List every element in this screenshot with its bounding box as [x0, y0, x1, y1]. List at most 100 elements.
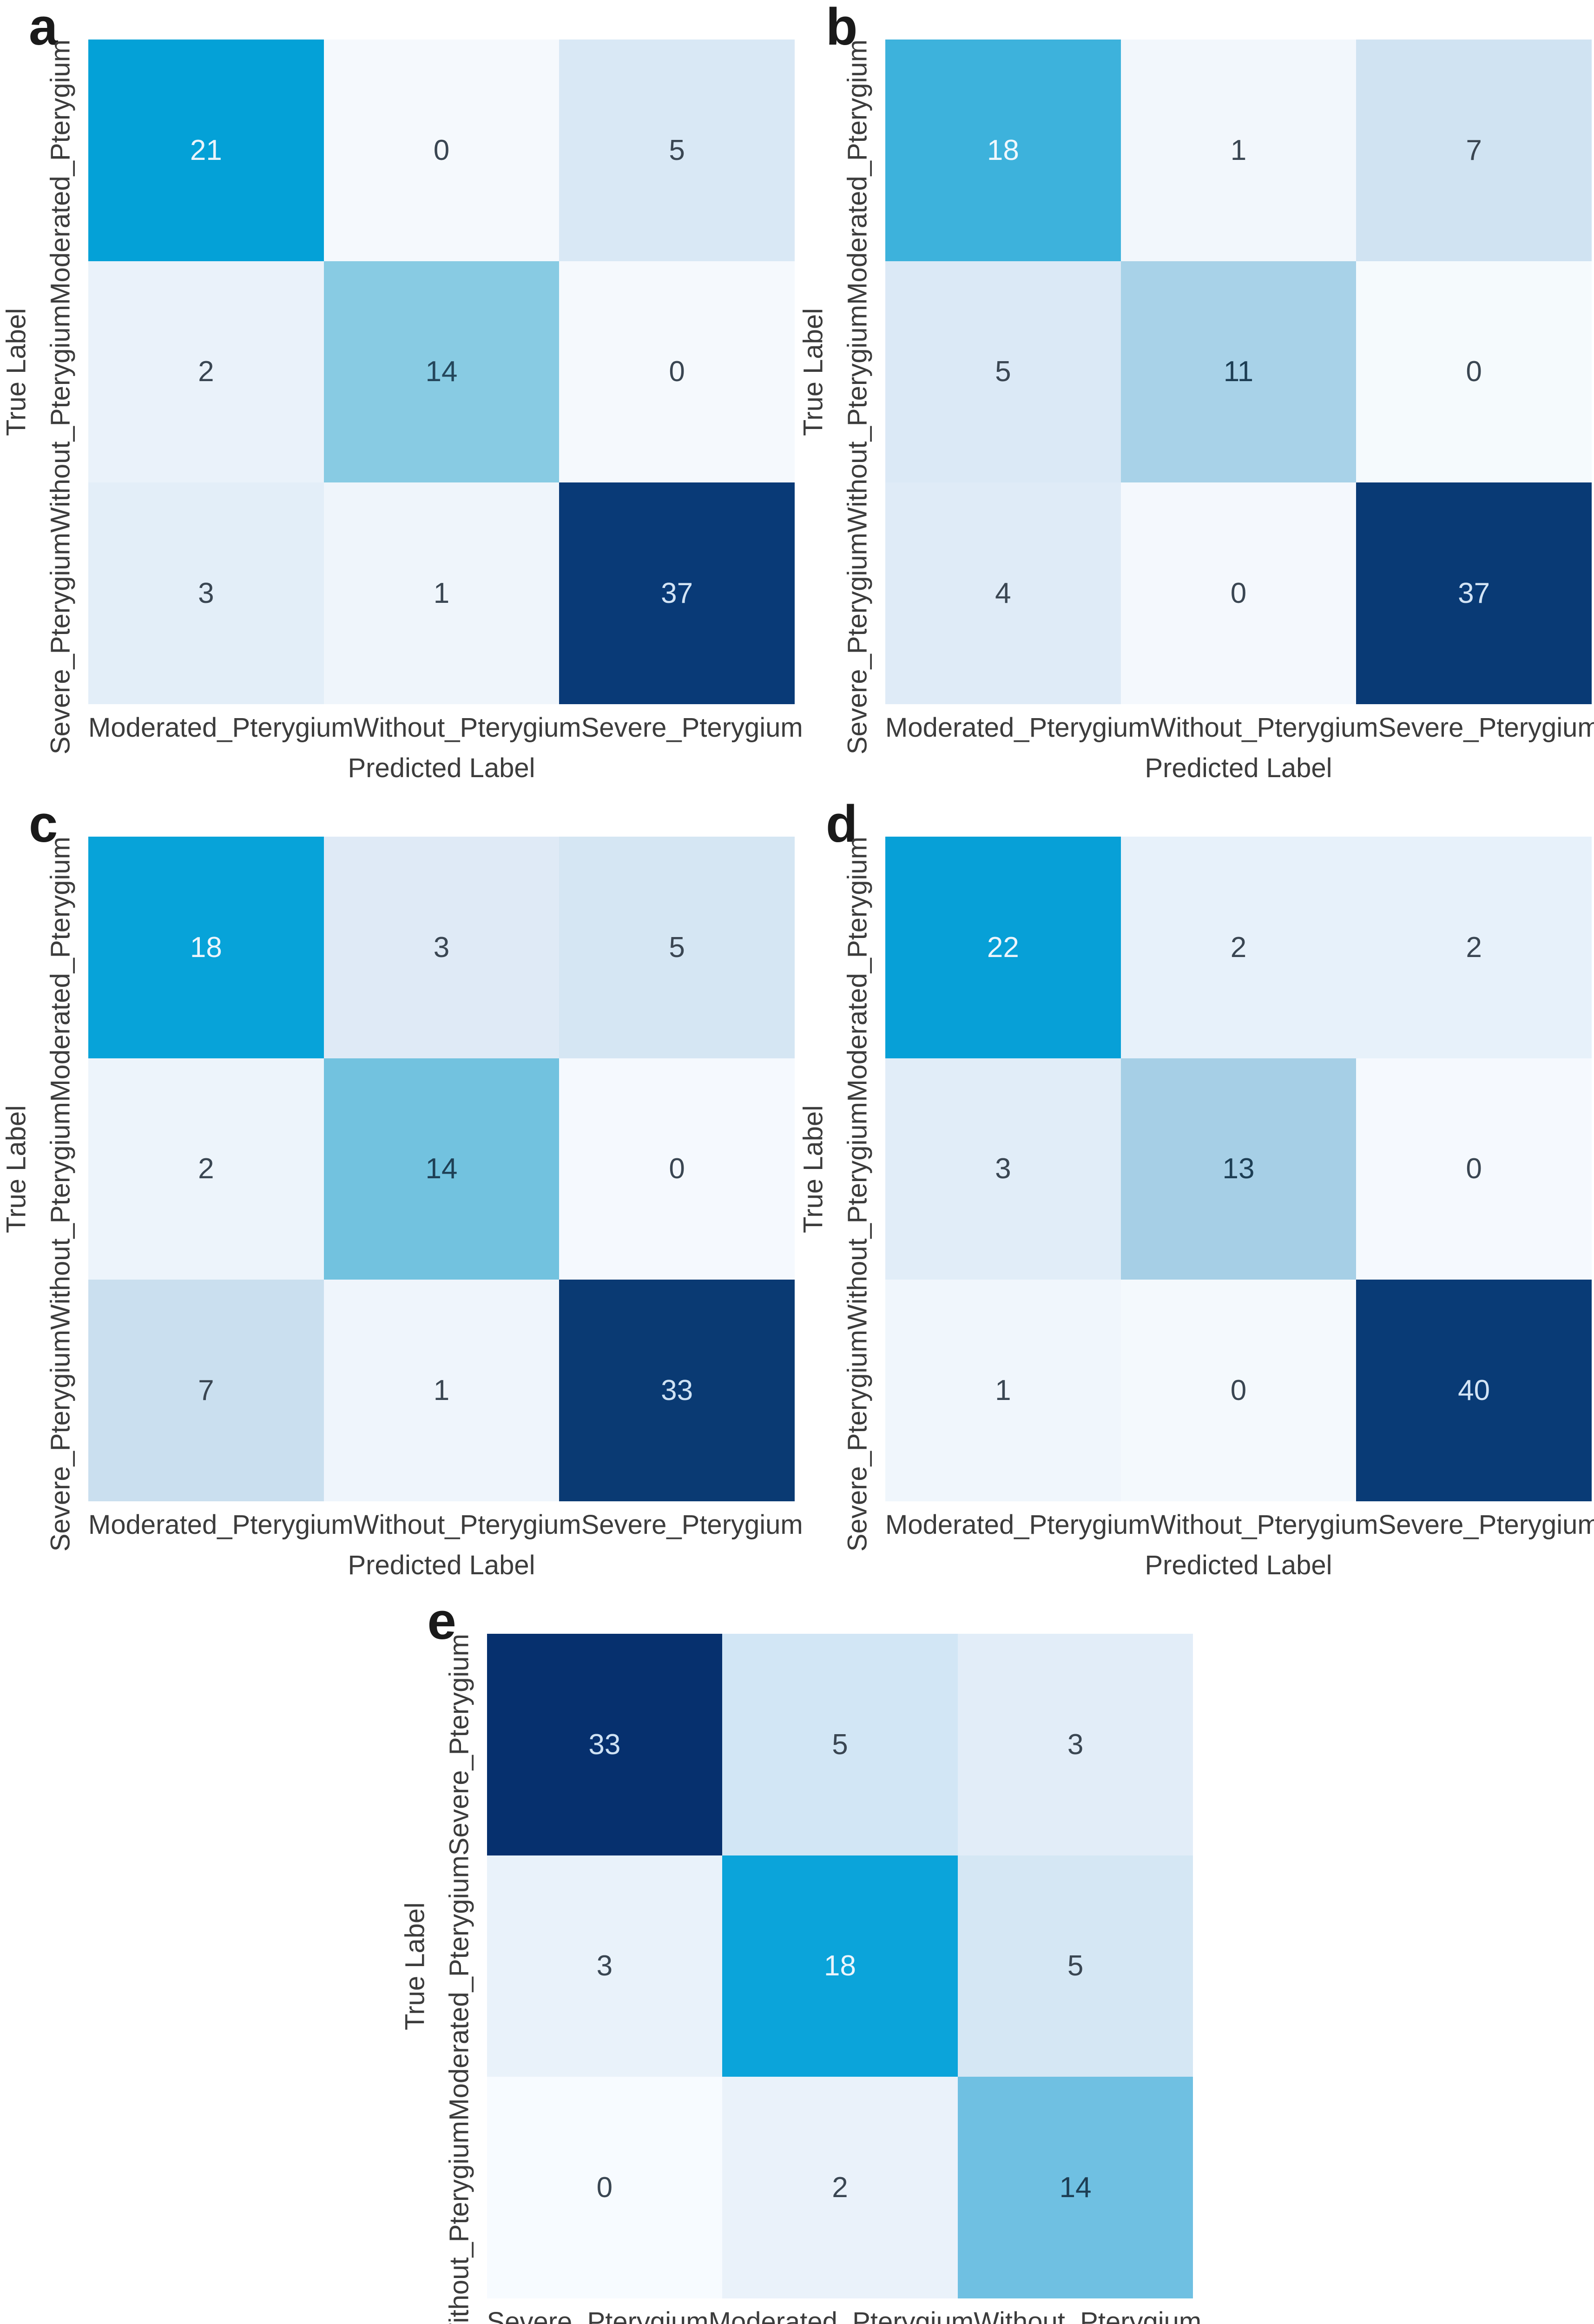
x-tick-label: Severe_Pterygium: [1378, 1509, 1594, 1540]
x-tick-label: Without_Pterygium: [1150, 1509, 1378, 1540]
confusion-matrix-e: True Label Severe_Pterygium Moderated_Pte…: [399, 1634, 1202, 2324]
matrix-cell: 40: [1356, 1280, 1592, 1501]
matrix-cell: 0: [559, 261, 795, 483]
y-tick-label: Without_Pterygium: [45, 304, 76, 533]
matrix-cell: 5: [957, 1855, 1193, 2077]
matrix-cell: 2: [1120, 837, 1357, 1058]
matrix-cell: 37: [559, 482, 795, 704]
y-tick-label: Without_Pterygium: [842, 1102, 873, 1330]
matrix-cell: 0: [559, 1058, 795, 1280]
matrix-cell: 0: [1120, 482, 1357, 704]
heatmap-grid: 18 3 5 2 14 0 7 1 33: [88, 837, 795, 1501]
y-tick-labels: Moderated_Pterygium Without_Pterygium Seve…: [830, 837, 885, 1552]
y-tick-label: Without_Pterygium: [444, 2120, 474, 2324]
matrix-cell: 2: [88, 261, 324, 483]
matrix-cell: 3: [487, 1855, 723, 2077]
x-tick-label: Without_Pterygium: [353, 1509, 581, 1540]
bottom-row: e True Label Severe_Pterygium Moderated_P…: [0, 1594, 1594, 2324]
y-tick-labels: Severe_Pterygium Moderated_Pterygium Witho…: [431, 1634, 487, 2324]
x-axis-title: Predicted Label: [348, 753, 535, 783]
x-tick-label: Moderated_Pterygium: [708, 2306, 974, 2324]
x-tick-labels: Moderated_Pterygium Without_Pterygium Seve…: [885, 704, 1594, 751]
x-axis-title: Predicted Label: [1145, 753, 1332, 783]
matrix-cell: 0: [1120, 1280, 1357, 1501]
y-tick-label: Severe_Pterygium: [842, 532, 873, 754]
heatmap-grid: 22 2 2 3 13 0 1 0 40: [885, 837, 1592, 1501]
matrix-cell: 3: [885, 1058, 1121, 1280]
matrix-cell: 2: [722, 2077, 958, 2298]
panel-label-d: d: [826, 795, 858, 853]
y-tick-label: Without_Pterygium: [842, 304, 873, 533]
matrix-cell: 14: [957, 2077, 1193, 2298]
matrix-cell: 2: [1356, 837, 1592, 1058]
y-tick-label: Moderated_Pterygium: [444, 1855, 474, 2121]
x-tick-label: Moderated_Pterygium: [885, 712, 1151, 743]
matrix-cell: 7: [88, 1280, 324, 1501]
y-tick-labels: Moderated_Pterygium Without_Pterygium Seve…: [33, 837, 88, 1552]
x-tick-labels: Moderated_Pterygium Without_Pterygium Seve…: [88, 704, 803, 751]
matrix-cell: 13: [1120, 1058, 1357, 1280]
panel-label-b: b: [826, 0, 858, 56]
x-tick-label: Severe_Pterygium: [581, 712, 803, 743]
matrix-cell: 5: [559, 40, 795, 261]
panel-c: c True Label Moderated_Pterygium Without_…: [0, 795, 803, 1594]
y-tick-label: Without_Pterygium: [45, 1102, 76, 1330]
y-tick-labels: Moderated_Pterygium Without_Pterygium Seve…: [33, 40, 88, 754]
matrix-cell: 5: [885, 261, 1121, 483]
x-tick-labels: Moderated_Pterygium Without_Pterygium Seve…: [88, 1501, 803, 1548]
y-tick-label: Severe_Pterygium: [45, 1329, 76, 1552]
heatmap-grid: 33 5 3 3 18 5 0 2 14: [487, 1634, 1193, 2298]
matrix-cell: 3: [323, 837, 560, 1058]
y-tick-label: Moderated_Pterygium: [45, 40, 76, 305]
matrix-cell: 21: [88, 40, 324, 261]
matrix-cell: 5: [559, 837, 795, 1058]
x-tick-label: Severe_Pterygium: [487, 2306, 709, 2324]
matrix-cell: 33: [559, 1280, 795, 1501]
y-axis-title: True Label: [798, 308, 829, 436]
x-axis-title: Predicted Label: [1145, 1550, 1332, 1580]
panel-d: d True Label Moderated_Pterygium Without_…: [797, 797, 1594, 1594]
y-tick-label: Severe_Pterygium: [45, 532, 76, 754]
matrix-cell: 1: [323, 1280, 560, 1501]
y-tick-label: Severe_Pterygium: [842, 1329, 873, 1552]
matrix-cell: 4: [885, 482, 1121, 704]
x-tick-label: Severe_Pterygium: [581, 1509, 803, 1540]
y-axis-title: True Label: [1, 308, 32, 436]
matrix-cell: 18: [722, 1855, 958, 2077]
y-tick-label: Severe_Pterygium: [444, 1634, 474, 1856]
matrix-cell: 0: [1356, 261, 1592, 483]
y-axis-title: True Label: [1, 1105, 32, 1233]
x-tick-label: Moderated_Pterygium: [885, 1509, 1151, 1540]
matrix-cell: 37: [1356, 482, 1592, 704]
x-tick-label: Moderated_Pterygium: [88, 712, 354, 743]
matrix-cell: 7: [1356, 40, 1592, 261]
matrix-cell: 1: [885, 1280, 1121, 1501]
matrix-cell: 0: [323, 40, 560, 261]
y-tick-label: Moderated_Pterygium: [842, 40, 873, 305]
matrix-cell: 5: [722, 1634, 958, 1855]
confusion-matrix-a: True Label Moderated_Pterygium Without_Pt…: [0, 40, 803, 795]
x-tick-labels: Severe_Pterygium Moderated_Pterygium Witho…: [487, 2298, 1202, 2324]
confusion-matrix-d: True Label Moderated_Pterygium Without_Pt…: [797, 837, 1594, 1592]
y-axis-title: True Label: [798, 1105, 829, 1233]
matrix-cell: 14: [323, 1058, 560, 1280]
panel-b: b True Label Moderated_Pterygium Without_…: [797, 0, 1594, 797]
matrix-cell: 0: [487, 2077, 723, 2298]
matrix-cell: 11: [1120, 261, 1357, 483]
matrix-cell: 22: [885, 837, 1121, 1058]
confusion-matrix-c: True Label Moderated_Pterygium Without_Pt…: [0, 837, 803, 1592]
matrix-cell: 3: [957, 1634, 1193, 1855]
panel-label-c: c: [29, 795, 58, 853]
matrix-cell: 18: [885, 40, 1121, 261]
matrix-cell: 3: [88, 482, 324, 704]
x-tick-label: Without_Pterygium: [353, 712, 581, 743]
matrix-cell: 2: [88, 1058, 324, 1280]
x-tick-label: Moderated_Pterygium: [88, 1509, 354, 1540]
y-tick-label: Moderated_Pterygium: [842, 837, 873, 1102]
matrix-cell: 33: [487, 1634, 723, 1855]
x-tick-label: Without_Pterygium: [974, 2306, 1202, 2324]
matrix-cell: 14: [323, 261, 560, 483]
heatmap-grid: 21 0 5 2 14 0 3 1 37: [88, 40, 795, 704]
matrix-cell: 0: [1356, 1058, 1592, 1280]
